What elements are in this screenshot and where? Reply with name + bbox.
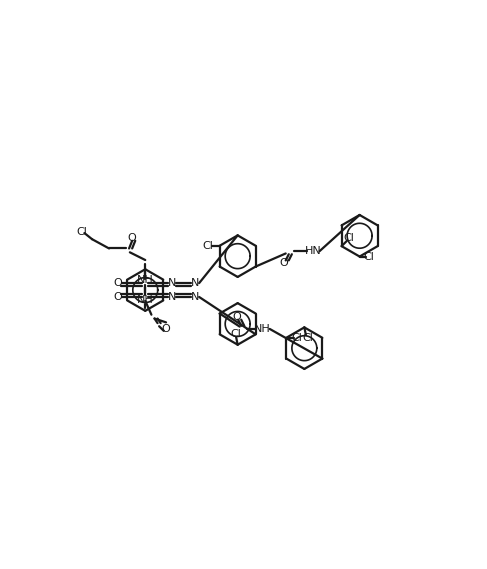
Text: Cl: Cl (302, 333, 313, 343)
Text: O: O (128, 233, 136, 243)
Text: N: N (191, 278, 200, 288)
Text: N: N (168, 292, 176, 302)
Text: Cl: Cl (76, 226, 87, 237)
Text: HN: HN (305, 246, 322, 256)
Text: O: O (280, 258, 288, 269)
Text: O: O (161, 324, 169, 335)
Text: Cl: Cl (363, 251, 375, 262)
Text: N: N (168, 278, 176, 288)
Text: NH: NH (254, 324, 270, 334)
Text: O: O (113, 278, 122, 288)
Text: O: O (232, 312, 241, 321)
Text: Cl: Cl (230, 329, 241, 339)
Text: NH: NH (137, 275, 153, 285)
Text: NH: NH (137, 295, 153, 305)
Text: O: O (113, 292, 122, 302)
Text: Cl: Cl (202, 241, 213, 251)
Text: N: N (191, 292, 200, 302)
Text: Cl: Cl (344, 233, 355, 244)
Text: Cl: Cl (292, 333, 302, 343)
